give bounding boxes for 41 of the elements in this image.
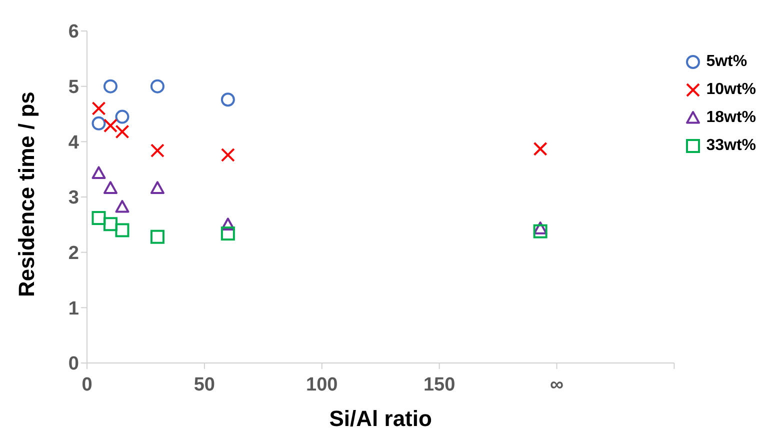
point [103, 118, 118, 133]
point [150, 181, 164, 194]
x-tick-label: 0 [82, 374, 92, 396]
point [115, 223, 130, 238]
point [220, 92, 235, 107]
y-axis-title: Residence time / ps [14, 92, 39, 297]
legend-label: 33wt% [706, 137, 756, 155]
point [150, 79, 164, 94]
point [115, 200, 130, 213]
point [533, 224, 548, 238]
legend-label: 10wt% [706, 81, 756, 99]
point [103, 181, 118, 194]
point [533, 222, 548, 234]
y-tick-label: 3 [68, 188, 79, 209]
point [115, 124, 130, 139]
x-axis-title: Si/Al ratio [329, 406, 432, 431]
point [533, 142, 548, 156]
point [115, 110, 130, 124]
y-tick-label: 0 [68, 354, 79, 375]
point [92, 166, 106, 180]
x-tick-label: 50 [194, 374, 216, 396]
point [92, 116, 106, 130]
point [220, 226, 235, 241]
legend-label: 5wt% [706, 53, 748, 71]
y-tick-label: 2 [68, 243, 79, 264]
point [92, 211, 106, 226]
x-tick-label: 150 [423, 374, 456, 396]
x-tick-label: ∞ [550, 374, 564, 396]
y-tick-label: 6 [68, 22, 79, 43]
y-tick-label: 5 [68, 77, 80, 98]
point [150, 230, 164, 244]
legend-label: 18wt% [706, 109, 756, 127]
point [92, 101, 106, 116]
point [150, 144, 164, 158]
point [220, 148, 235, 162]
point [103, 79, 118, 94]
y-tick-label: 4 [68, 132, 80, 154]
y-tick-label: 1 [68, 298, 80, 320]
x-tick-label: 100 [306, 374, 338, 396]
point [103, 217, 118, 232]
point [220, 218, 235, 230]
